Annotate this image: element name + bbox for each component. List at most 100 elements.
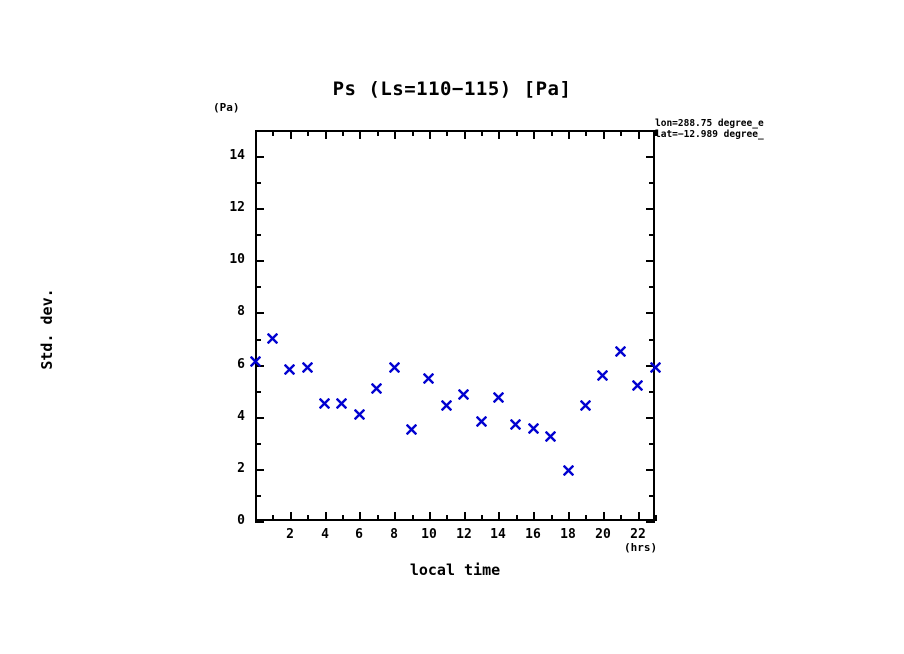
y-axis-tick-minor [255, 391, 261, 393]
x-axis-tick-label: 8 [390, 527, 398, 542]
y-axis-tick-label: 12 [229, 200, 245, 215]
x-axis-tick-minor-top [342, 130, 344, 136]
x-axis-tick-major [325, 512, 327, 521]
x-axis-tick-minor-top [585, 130, 587, 136]
x-axis-tick-major-top [290, 130, 292, 139]
y-axis-tick-major [255, 312, 264, 314]
y-axis-tick-minor-right [649, 443, 655, 445]
y-axis-tick-major-right [646, 521, 655, 523]
y-axis-tick-minor-right [649, 495, 655, 497]
x-axis-tick-minor-top [620, 130, 622, 136]
x-axis-tick-major [290, 512, 292, 521]
x-axis-tick-minor [272, 515, 274, 521]
x-axis-tick-label: 22 [630, 527, 646, 542]
x-axis-tick-major [603, 512, 605, 521]
x-axis-tick-major-top [533, 130, 535, 139]
x-axis-tick-major [568, 512, 570, 521]
x-axis-tick-minor-top [377, 130, 379, 136]
y-axis-tick-minor [255, 339, 261, 341]
y-axis-tick-major [255, 260, 264, 262]
y-axis-tick-label: 6 [237, 357, 245, 372]
x-axis-tick-minor [307, 515, 309, 521]
x-axis-tick-minor-top [655, 130, 657, 136]
x-axis-tick-minor-top [412, 130, 414, 136]
y-axis-tick-major-right [646, 312, 655, 314]
x-axis-tick-minor-top [516, 130, 518, 136]
y-axis-tick-major [255, 365, 264, 367]
x-axis-tick-minor [585, 515, 587, 521]
x-axis-tick-major-top [498, 130, 500, 139]
y-axis-tick-major-right [646, 208, 655, 210]
x-axis-tick-minor-top [307, 130, 309, 136]
x-axis-tick-label: 2 [286, 527, 294, 542]
y-axis-unit-label: (Pa) [213, 101, 240, 114]
x-axis-tick-label: 10 [421, 527, 437, 542]
y-axis-tick-major-right [646, 156, 655, 158]
x-axis-tick-major-top [394, 130, 396, 139]
x-axis-tick-major-top [359, 130, 361, 139]
y-axis-tick-minor-right [649, 339, 655, 341]
x-axis-tick-minor-top [272, 130, 274, 136]
x-axis-tick-minor-top [481, 130, 483, 136]
coordinate-annotation: lon=288.75 degree_e lat=−12.989 degree_ [655, 118, 798, 140]
y-axis-tick-major-right [646, 365, 655, 367]
y-axis-tick-minor [255, 495, 261, 497]
y-axis-tick-major-right [646, 469, 655, 471]
y-axis-tick-label: 4 [237, 409, 245, 424]
chart-title: Ps (Ls=110−115) [Pa] [332, 78, 572, 100]
x-axis-tick-minor [516, 515, 518, 521]
x-axis-tick-minor [342, 515, 344, 521]
y-axis-title: Std. dev. [38, 288, 56, 370]
x-axis-tick-minor-top [551, 130, 553, 136]
x-axis-tick-major-top [568, 130, 570, 139]
y-axis-tick-major-right [646, 260, 655, 262]
x-axis-tick-major-top [638, 130, 640, 139]
y-axis-tick-label: 8 [237, 304, 245, 319]
y-axis-tick-minor-right [649, 234, 655, 236]
x-axis-tick-minor [551, 515, 553, 521]
plot-area [255, 130, 655, 521]
x-axis-tick-major [464, 512, 466, 521]
x-axis-tick-major-top [325, 130, 327, 139]
x-axis-tick-major [498, 512, 500, 521]
y-axis-tick-major [255, 521, 264, 523]
y-axis-tick-minor [255, 182, 261, 184]
y-axis-tick-label: 2 [237, 461, 245, 476]
x-axis-tick-minor [412, 515, 414, 521]
x-axis-tick-minor [481, 515, 483, 521]
x-axis-title: local time [409, 561, 501, 579]
x-axis-tick-minor [620, 515, 622, 521]
y-axis-tick-major [255, 208, 264, 210]
annotation-line-lat: lat=−12.989 degree_ [655, 129, 764, 140]
x-axis-tick-label: 14 [490, 527, 506, 542]
y-axis-tick-major [255, 417, 264, 419]
x-axis-tick-major [533, 512, 535, 521]
x-axis-tick-major-top [603, 130, 605, 139]
x-axis-tick-minor-top [446, 130, 448, 136]
y-axis-tick-minor-right [649, 391, 655, 393]
y-axis-tick-label: 10 [229, 252, 245, 267]
y-axis-tick-major [255, 469, 264, 471]
x-axis-tick-label: 12 [456, 527, 472, 542]
x-axis-tick-label: 16 [525, 527, 541, 542]
x-axis-tick-major-top [429, 130, 431, 139]
y-axis-tick-minor [255, 286, 261, 288]
y-axis-tick-major-right [646, 417, 655, 419]
y-axis-tick-minor [255, 443, 261, 445]
x-axis-tick-major [394, 512, 396, 521]
y-axis-tick-label: 0 [237, 513, 245, 528]
x-axis-tick-minor [377, 515, 379, 521]
x-axis-unit-label: (hrs) [624, 541, 658, 554]
y-axis-tick-label: 14 [229, 148, 245, 163]
y-axis-tick-minor-right [649, 286, 655, 288]
x-axis-tick-minor [446, 515, 448, 521]
x-axis-tick-major [429, 512, 431, 521]
x-axis-tick-label: 6 [355, 527, 363, 542]
x-axis-tick-major [638, 512, 640, 521]
x-axis-tick-minor [655, 515, 657, 521]
y-axis-tick-major [255, 156, 264, 158]
x-axis-tick-major [359, 512, 361, 521]
x-axis-tick-label: 18 [560, 527, 576, 542]
y-axis-tick-minor-right [649, 182, 655, 184]
y-axis-tick-minor [255, 234, 261, 236]
